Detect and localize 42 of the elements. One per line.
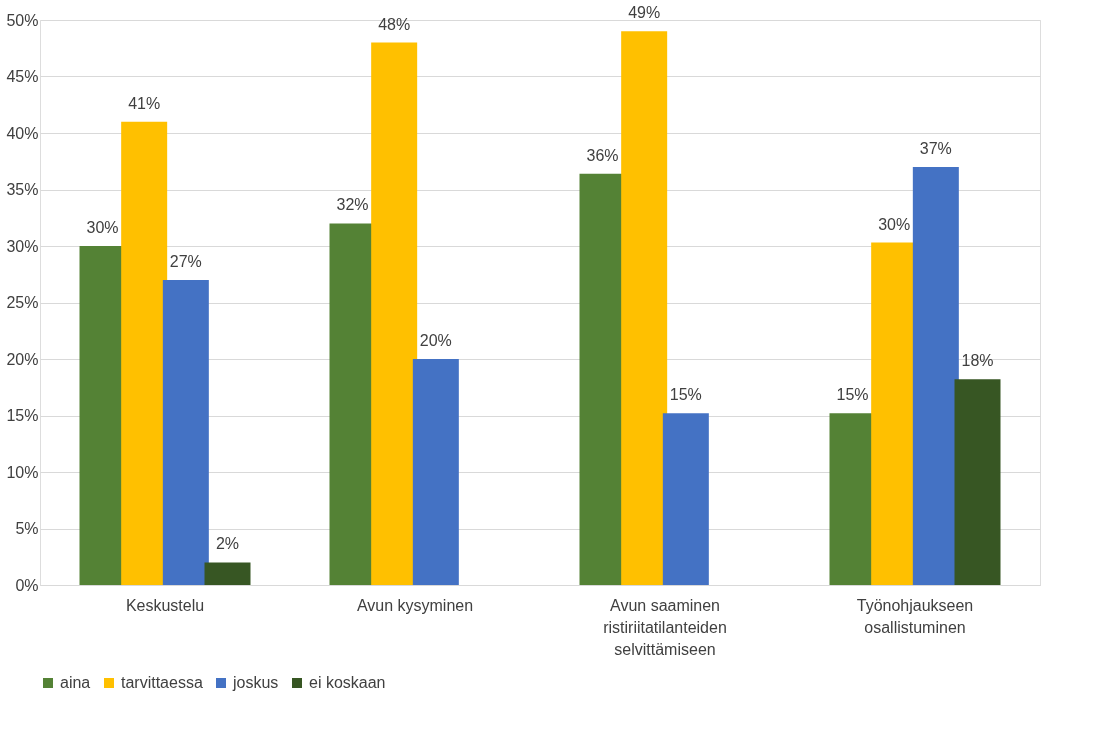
bar xyxy=(912,166,959,585)
legend-label: tarvittaessa xyxy=(121,674,203,691)
data-label: 49% xyxy=(628,4,661,22)
data-label: 27% xyxy=(169,252,202,270)
y-tick-label: 50% xyxy=(6,11,39,29)
legend-label: aina xyxy=(60,674,91,691)
y-tick-label: 30% xyxy=(6,237,39,255)
data-label: 41% xyxy=(128,94,161,112)
x-tick-label: Keskustelu xyxy=(125,596,205,614)
bar xyxy=(121,121,168,585)
y-tick-label: 0% xyxy=(15,576,39,594)
bar xyxy=(954,379,1001,585)
data-label: 15% xyxy=(669,386,702,404)
data-label: 15% xyxy=(836,386,869,404)
data-label: 48% xyxy=(378,15,411,33)
bar xyxy=(162,279,209,585)
legend-label: ei koskaan xyxy=(309,674,386,691)
y-tick-label: 35% xyxy=(6,181,39,198)
y-tick-label: 5% xyxy=(15,520,39,537)
bar xyxy=(662,413,709,585)
y-tick-label: 15% xyxy=(6,407,39,424)
bar xyxy=(621,31,668,585)
data-label: 30% xyxy=(86,219,119,236)
legend-label: joskus xyxy=(232,674,279,691)
y-tick-label: 25% xyxy=(6,294,39,311)
y-tick-label: 40% xyxy=(6,124,39,142)
data-label: 32% xyxy=(336,196,369,214)
y-tick-label: 10% xyxy=(6,463,39,481)
y-tick-label: 20% xyxy=(6,350,39,368)
bar xyxy=(371,42,418,585)
data-label: 36% xyxy=(586,146,619,164)
data-label: 30% xyxy=(878,215,911,233)
y-tick-label: 45% xyxy=(6,68,39,85)
x-tick-label: Avun saaminen ristiriitatilanteiden selvittämiseen xyxy=(603,596,727,658)
bar xyxy=(204,562,251,585)
data-label: 18% xyxy=(961,352,994,370)
data-label: 2% xyxy=(215,535,240,553)
x-tick-label: Avun kysyminen xyxy=(356,596,474,614)
x-tick-label: Työnohjaukseen osallistuminen xyxy=(856,596,974,636)
data-label: 37% xyxy=(919,139,952,157)
bar xyxy=(412,359,459,585)
data-label: 20% xyxy=(419,332,452,349)
